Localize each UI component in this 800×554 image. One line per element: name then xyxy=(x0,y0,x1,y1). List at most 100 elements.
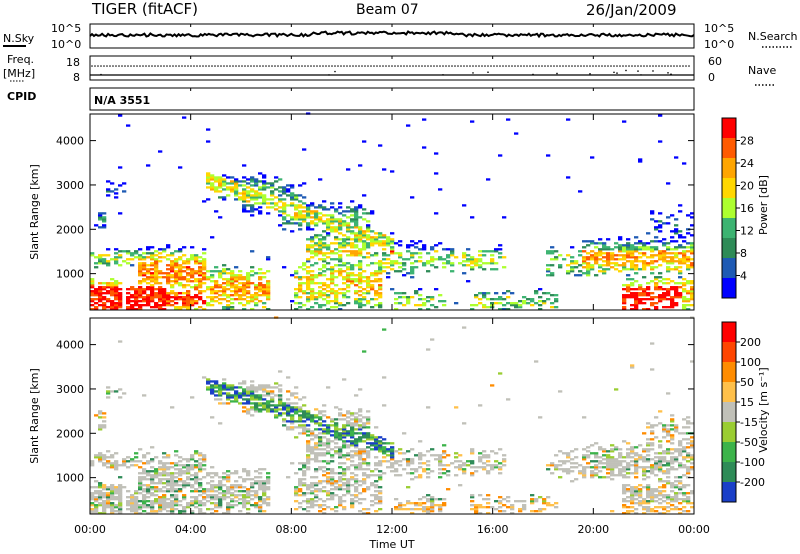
velocity-cell xyxy=(286,414,291,417)
power-cell xyxy=(242,196,247,199)
velocity-cell xyxy=(142,394,147,397)
power-cell xyxy=(126,288,131,291)
power-cell xyxy=(450,264,455,267)
velocity-cell xyxy=(310,452,315,455)
power-cell xyxy=(102,212,107,215)
power-cell xyxy=(634,236,639,239)
power-cell xyxy=(150,288,155,291)
velocity-cell xyxy=(182,484,187,487)
velocity-cell xyxy=(98,512,103,515)
power-cell xyxy=(334,290,339,293)
velocity-cell xyxy=(606,450,611,453)
velocity-cell xyxy=(630,448,635,451)
power-cell xyxy=(298,286,303,289)
power-cell xyxy=(166,292,171,295)
power-cell xyxy=(634,242,639,245)
power-cell xyxy=(290,204,295,207)
power-cell xyxy=(146,270,151,273)
velocity-cell xyxy=(386,466,391,469)
velocity-cell xyxy=(654,468,659,471)
power-cell xyxy=(98,286,103,289)
power-cell xyxy=(114,196,119,199)
velocity-cell xyxy=(658,460,663,463)
power-cell xyxy=(682,284,687,287)
velocity-cell xyxy=(162,508,167,511)
velocity-cell xyxy=(498,506,503,509)
velocity-cell xyxy=(246,392,251,395)
velocity-cell xyxy=(426,510,431,513)
power-cell xyxy=(426,260,431,263)
power-cell xyxy=(658,240,663,243)
velocity-cell xyxy=(662,494,667,497)
power-cell xyxy=(398,252,403,255)
velocity-cell xyxy=(246,488,251,491)
power-cell xyxy=(242,308,247,311)
velocity-cell xyxy=(334,450,339,453)
velocity-cell xyxy=(138,448,143,451)
power-cell xyxy=(366,230,371,233)
velocity-cell xyxy=(206,388,211,391)
power-cell xyxy=(354,244,359,247)
velocity-cell xyxy=(214,496,219,499)
freq-dot xyxy=(538,65,540,67)
power-cell xyxy=(166,282,171,285)
power-cell xyxy=(434,266,439,269)
velocity-cell xyxy=(686,472,691,475)
velocity-cell xyxy=(366,512,371,515)
freq-dot xyxy=(652,65,654,67)
velocity-cell xyxy=(574,456,579,459)
velocity-cell xyxy=(386,442,391,445)
velocity-cell xyxy=(330,424,335,427)
velocity-cell xyxy=(622,468,627,471)
power-cell xyxy=(442,300,447,303)
power-cell xyxy=(322,254,327,257)
velocity-cell xyxy=(254,406,259,409)
velocity-cell xyxy=(442,464,447,467)
power-cell xyxy=(190,296,195,299)
velocity-cell xyxy=(314,428,319,431)
velocity-cell xyxy=(230,484,235,487)
power-cell xyxy=(690,246,695,249)
velocity-cell xyxy=(610,468,615,471)
velocity-cell xyxy=(186,458,191,461)
power-cell xyxy=(670,280,675,283)
power-cell xyxy=(406,302,411,305)
velocity-cell xyxy=(306,448,311,451)
power-cell xyxy=(646,294,651,297)
velocity-cell xyxy=(342,418,347,421)
freq-dot xyxy=(277,65,279,67)
velocity-cell xyxy=(254,496,259,499)
power-cell xyxy=(102,292,107,295)
velocity-cell xyxy=(174,508,179,511)
power-cell xyxy=(206,286,211,289)
power-cell xyxy=(166,296,171,299)
velocity-cell xyxy=(226,496,231,499)
velocity-cell xyxy=(110,454,115,457)
velocity-cell xyxy=(230,384,235,387)
power-cell xyxy=(138,248,143,251)
power-cell xyxy=(622,264,627,267)
velocity-cell xyxy=(190,496,195,499)
power-cell xyxy=(522,300,527,303)
velocity-cell xyxy=(378,496,383,499)
velocity-cell xyxy=(190,456,195,459)
velocity-cell xyxy=(394,506,399,509)
power-cell xyxy=(362,248,367,251)
power-cell xyxy=(218,294,223,297)
power-cell xyxy=(322,264,327,267)
colorbar-tick-label: 4 xyxy=(740,270,747,283)
velocity-cell xyxy=(418,508,423,511)
power-cell xyxy=(302,148,307,151)
velocity-cell xyxy=(646,492,651,495)
velocity-cell xyxy=(474,470,479,473)
power-cell xyxy=(346,216,351,219)
velocity-cell xyxy=(102,464,107,467)
velocity-cell xyxy=(178,474,183,477)
velocity-cell xyxy=(674,500,679,503)
power-cell xyxy=(194,288,199,291)
power-cell xyxy=(666,252,671,255)
velocity-cell xyxy=(294,396,299,399)
velocity-cell xyxy=(358,492,363,495)
velocity-cell xyxy=(306,460,311,463)
power-cell xyxy=(346,168,351,171)
